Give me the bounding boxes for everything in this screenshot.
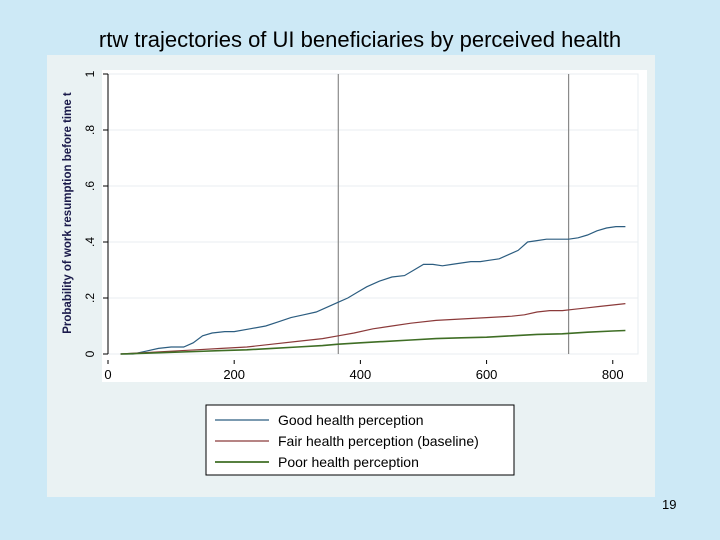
y-tick-label: .8 bbox=[83, 125, 97, 135]
x-tick-label: 400 bbox=[350, 367, 372, 382]
y-axis-label: Probability of work resumption before ti… bbox=[62, 92, 74, 334]
x-tick-label: 800 bbox=[602, 367, 624, 382]
legend-label: Good health perception bbox=[278, 412, 424, 428]
series-layer bbox=[120, 226, 626, 355]
y-tick-label: 1 bbox=[83, 70, 97, 77]
y-tick-label: 0 bbox=[83, 350, 97, 357]
legend-label: Poor health perception bbox=[278, 454, 419, 470]
series-line-1 bbox=[120, 226, 626, 355]
series-line-2 bbox=[120, 303, 626, 355]
x-tick-label: 600 bbox=[476, 367, 498, 382]
x-tick-label: 0 bbox=[104, 367, 111, 382]
reference-lines bbox=[337, 74, 570, 354]
slide-title: rtw trajectories of UI beneficiaries by … bbox=[98, 27, 622, 52]
y-tick-label: .2 bbox=[83, 293, 97, 303]
page-number: 19 bbox=[662, 497, 677, 512]
y-tick-label: .6 bbox=[83, 181, 97, 191]
chart-frame: 0 .2 .4 .6 .8 1 0 200 400 600 800 Probability of w… bbox=[47, 55, 655, 497]
x-tick-label: 200 bbox=[223, 367, 245, 382]
legend-box bbox=[205, 404, 515, 476]
series-line-3 bbox=[120, 329, 626, 355]
y-tick-label: .4 bbox=[83, 237, 97, 247]
chart: 0 .2 .4 .6 .8 1 0 200 400 600 800 Probability of w… bbox=[62, 70, 647, 476]
legend-items: Good health perception Fair health percep… bbox=[215, 412, 479, 470]
legend-label: Fair health perception (baseline) bbox=[278, 433, 479, 449]
legend: Good health perception Fair health percep… bbox=[205, 404, 515, 476]
axis-layer: 0 .2 .4 .6 .8 1 0 200 400 600 800 bbox=[83, 70, 624, 382]
plot-area bbox=[107, 73, 639, 355]
grid-layer bbox=[108, 73, 638, 355]
